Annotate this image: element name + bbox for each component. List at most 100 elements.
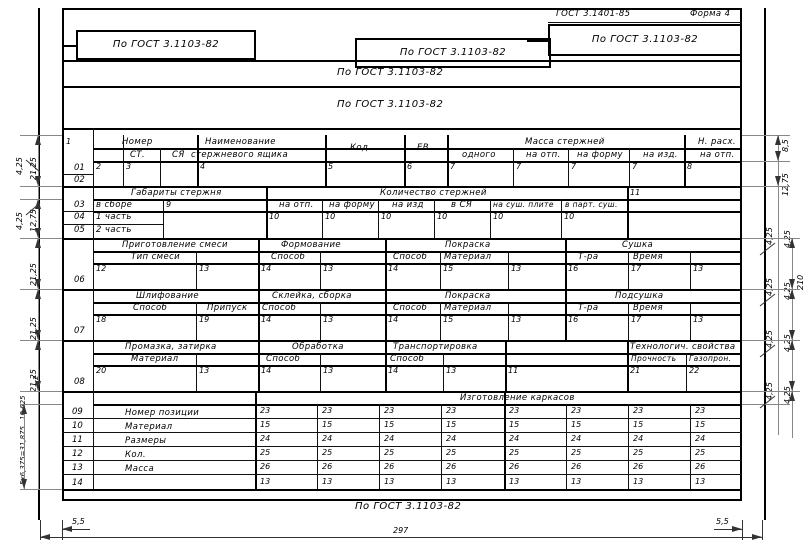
dim-bottom-line-55l	[62, 529, 90, 530]
dim-left-7: 21,25	[29, 369, 38, 392]
dimline-left-e	[20, 289, 62, 290]
dim-left-5: 21,25	[29, 263, 38, 286]
s07-code-3c: 13	[511, 315, 522, 324]
dimline-right-h	[742, 404, 790, 405]
s1-v-nrash	[684, 135, 686, 186]
s07-code-1a: 18	[96, 315, 107, 324]
dimline-left-b	[20, 186, 62, 187]
s06-rule-fields	[93, 263, 742, 265]
dimline-left-h	[20, 404, 62, 405]
s1-v-m2	[568, 148, 569, 186]
karkas-cell: 26	[695, 462, 706, 471]
s2-hdr-vsya: в СЯ	[451, 200, 473, 210]
dim-right-9: 4,25	[783, 334, 792, 352]
s06-code-3b: 15	[443, 264, 454, 273]
s06-v-s4	[508, 251, 509, 289]
s07-sub-1a: Способ	[133, 303, 168, 313]
karkas-cell: 26	[322, 462, 333, 471]
s07-sub-2a: Способ	[262, 303, 297, 313]
karkas-v-c2	[379, 404, 380, 490]
karkas-cell: 13	[509, 477, 520, 486]
s2-rule-r05	[62, 224, 163, 225]
s1-v-massa	[447, 135, 449, 186]
s07-rule-sub	[93, 302, 742, 304]
karkas-v-c5	[566, 404, 567, 490]
s1-v-kod	[325, 135, 327, 186]
dimline-right-a	[742, 135, 790, 136]
frame-right-inner	[740, 8, 742, 500]
karkas-title: Изготовление каркасов	[460, 393, 575, 403]
karkas-v-c4	[504, 391, 506, 490]
dim-right-4: 4,25	[783, 230, 792, 248]
dimline-left-v2	[24, 404, 25, 489]
s1-hdr-massa: Масса стержней	[525, 137, 605, 147]
s08-v-s2	[320, 353, 321, 391]
s1-v-name	[197, 135, 199, 186]
karkas-v-c7	[690, 404, 691, 490]
s06-v-s5	[628, 251, 629, 289]
s2-hdr-partsush: в парт. суш.	[565, 200, 618, 209]
s08-code-5a: 21	[630, 366, 641, 375]
karkas-cell: 25	[260, 448, 271, 457]
s08-code-4a: 11	[508, 366, 519, 375]
karkas-cell: 25	[322, 448, 333, 457]
s1-hdr-kod: Код	[350, 143, 369, 153]
karkas-cell: 24	[446, 434, 457, 443]
karkas-cell: 23	[509, 406, 520, 415]
s07-title-2: Склейка, сборка	[272, 291, 352, 301]
s08-v-g3	[505, 340, 507, 391]
s2-hdr-sushplite: на суш. плите	[493, 200, 554, 209]
karkas-r10	[62, 432, 742, 433]
s1-v-sya	[160, 148, 161, 186]
karkas-cell: 23	[446, 406, 457, 415]
s08-code-5b: 22	[689, 366, 700, 375]
dim-left-6: 21,25	[29, 317, 38, 340]
dimline-left-c	[20, 199, 62, 200]
s1-hdr-naizd: на изд.	[643, 150, 678, 160]
s1-hdr-naotp: на отп.	[526, 150, 561, 160]
s07-sub-3a: Способ	[393, 303, 428, 313]
karkas-cell: 13	[260, 477, 271, 486]
s1-hdr-odnogo: одного	[462, 150, 496, 160]
s1-code-7c: 7	[571, 162, 577, 171]
karkas-r14	[62, 489, 742, 491]
s08-sub-5a: Прочность	[631, 354, 677, 363]
karkas-r11	[62, 446, 742, 447]
s2-hdr-vsbore: в сборе	[96, 200, 133, 210]
s06-code-3c: 13	[511, 264, 522, 273]
karkas-cell: 25	[446, 448, 457, 457]
s06-v-g1	[258, 238, 260, 289]
s06-rule-bottom	[62, 289, 742, 291]
s07-sub-1b: Припуск	[207, 303, 248, 313]
s06-code-1a: 12	[96, 264, 107, 273]
karkas-cell: 25	[571, 448, 582, 457]
karkas-rule-title	[93, 404, 742, 406]
dimline-right-b	[742, 161, 790, 162]
s07-v-s3	[440, 302, 441, 340]
s07-title-4: Подсушка	[615, 291, 664, 301]
s06-sub-4b: Время	[633, 252, 663, 262]
s1-rule-fields	[93, 161, 742, 163]
standard-underline	[548, 22, 742, 23]
band1-bottom	[62, 86, 742, 88]
s1-hdr-nrash2: на отп.	[700, 150, 735, 160]
karkas-cell: 13	[633, 477, 644, 486]
leader-left-top	[62, 45, 77, 47]
karkas-v-c1	[317, 404, 318, 490]
dimline-right-v1	[778, 135, 779, 435]
dimline-right-g	[742, 391, 800, 392]
karkas-cell: 26	[446, 462, 457, 471]
s1-hdr-st: СТ.	[130, 150, 146, 160]
form-label: Форма 4	[690, 9, 731, 19]
s07-title-1: Шлифование	[136, 291, 200, 301]
karkas-rowno-12: 12	[72, 449, 83, 459]
s08-v-g2	[385, 340, 387, 391]
karkas-label-11: Размеры	[125, 436, 167, 446]
dim-bottom-left: 5,5	[72, 517, 85, 526]
standard-label: ГОСТ 3.1401-85	[556, 9, 631, 19]
dim-bottom-tick-l1	[40, 520, 41, 540]
s08-rule-fields	[93, 365, 742, 367]
karkas-label-10: Материал	[125, 422, 173, 432]
s08-title-3: Транспортировка	[393, 342, 478, 352]
